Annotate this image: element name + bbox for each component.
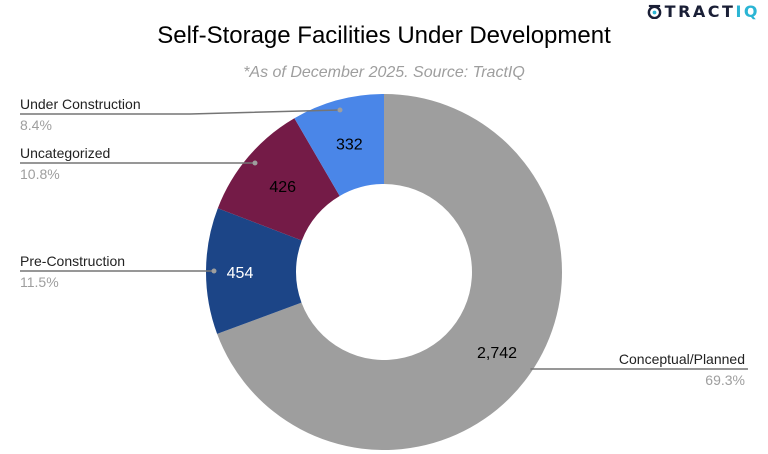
chart-title: Self-Storage Facilities Under Developmen… — [157, 22, 611, 49]
value-label-conceptual-planned: 2,742 — [477, 345, 517, 362]
leader-dot-under-construction — [337, 107, 343, 113]
chart-subtitle: *As of December 2025. Source: TractIQ — [243, 64, 525, 81]
tractiq-logo: TRACTIQ — [647, 0, 760, 22]
value-label-uncategorized: 426 — [269, 179, 296, 196]
slice-conceptual-planned — [217, 94, 562, 450]
leader-dot-uncategorized — [252, 160, 258, 166]
logo-brand: TRACT — [664, 1, 736, 21]
percent-label-under-construction: 8.4% — [20, 117, 52, 133]
percent-label-conceptual-planned: 69.3% — [705, 372, 745, 388]
slice-uncategorized — [217, 118, 340, 241]
slice-under-construction — [294, 94, 384, 196]
slice-pre-construction — [205, 208, 302, 334]
logo-brand-accent: IQ — [735, 1, 760, 21]
leader-line-under-construction — [20, 109, 341, 115]
tractiq-logo-icon — [647, 4, 661, 19]
percent-label-pre-construction: 11.5% — [20, 274, 59, 290]
category-label-pre-construction: Pre-Construction — [20, 253, 125, 269]
value-label-pre-construction: 454 — [227, 265, 254, 282]
leader-dot-conceptual-planned — [525, 366, 531, 372]
category-label-under-construction: Under Construction — [20, 96, 141, 112]
value-label-under-construction: 332 — [336, 137, 363, 154]
category-label-conceptual-planned: Conceptual/Planned — [619, 351, 745, 367]
percent-label-uncategorized: 10.8% — [20, 166, 60, 182]
leader-dot-pre-construction — [211, 268, 217, 274]
logo-wordmark: TRACTIQ — [665, 2, 760, 21]
category-label-uncategorized: Uncategorized — [20, 145, 110, 161]
